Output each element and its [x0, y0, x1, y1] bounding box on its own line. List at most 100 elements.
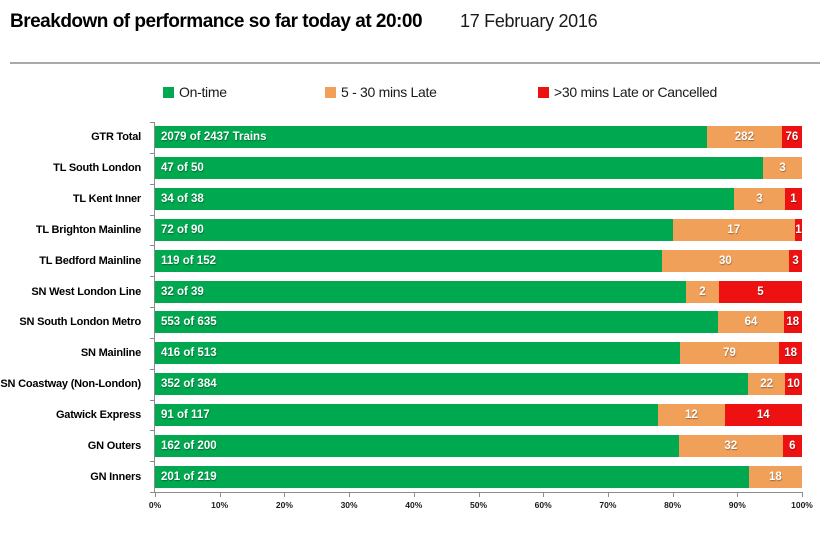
chart-row: TL Bedford Mainline 119 of 152 30 3 — [0, 245, 830, 276]
bar-value-label: 416 of 513 — [161, 347, 217, 360]
category-label: SN West London Line — [31, 285, 141, 298]
bar-segment-late-30-or-cancelled: 1 — [794, 218, 802, 241]
chart-row: SN South London Metro 553 of 635 64 18 — [0, 307, 830, 338]
bar-value-label: 553 of 635 — [161, 316, 217, 329]
x-axis-line — [153, 492, 803, 493]
bar-track: 47 of 50 3 — [155, 157, 802, 180]
bar-value-label: 79 — [723, 347, 736, 360]
bar-value-label: 2 — [699, 285, 706, 298]
bar-segment-on-time: 352 of 384 — [155, 373, 749, 396]
bar-value-label: 119 of 152 — [161, 254, 216, 267]
legend-item-late-30-or-cancelled: >30 mins Late or Cancelled — [538, 84, 717, 100]
bar-segment-on-time: 416 of 513 — [155, 342, 680, 365]
category-label: SN South London Metro — [19, 316, 141, 329]
legend-label: >30 mins Late or Cancelled — [554, 84, 718, 100]
bar-segment-on-time: 162 of 200 — [155, 434, 680, 457]
category-axis-tick — [150, 461, 154, 463]
category-axis-tick — [150, 399, 154, 401]
bar-value-label: 32 — [724, 439, 738, 452]
bar-segment-on-time: 47 of 50 — [155, 157, 764, 180]
bar-track: 34 of 38 3 1 — [155, 188, 802, 211]
category-axis-tick — [150, 337, 154, 339]
bar-value-label: 10 — [787, 378, 800, 391]
legend-label: On-time — [179, 84, 227, 100]
bar-segment-late-5-30: 3 — [733, 188, 785, 211]
x-axis-tick-label: 80% — [664, 500, 682, 510]
legend-item-on-time: On-time — [163, 84, 227, 100]
chart-row: TL South London 47 of 50 3 — [0, 153, 830, 184]
report-date: 17 February 2016 — [460, 11, 598, 31]
bar-track: 201 of 219 18 — [155, 465, 802, 488]
bar-segment-late-30-or-cancelled: 14 — [724, 403, 802, 426]
bar-value-label: 64 — [744, 316, 758, 329]
category-label: TL Brighton Mainline — [35, 223, 141, 236]
category-label: GN Inners — [90, 470, 141, 483]
bar-segment-on-time: 119 of 152 — [155, 249, 662, 272]
bar-segment-late-5-30: 3 — [763, 157, 802, 180]
x-axis-tick — [284, 493, 286, 497]
bar-value-label: 3 — [756, 193, 763, 206]
bar-value-label: 201 of 219 — [161, 470, 217, 483]
x-axis-tick-label: 60% — [534, 500, 552, 510]
bar-segment-on-time: 32 of 39 — [155, 280, 686, 303]
bar-segment-on-time: 72 of 90 — [155, 218, 673, 241]
x-axis-tick — [607, 493, 609, 497]
bar-segment-late-30-or-cancelled: 5 — [719, 280, 802, 303]
x-axis-tick-label: 30% — [340, 500, 358, 510]
bar-value-label: 352 of 384 — [161, 378, 217, 391]
x-axis-tick — [155, 493, 156, 497]
category-axis-tick — [150, 307, 154, 308]
x-axis-tick-label: 20% — [275, 500, 293, 510]
bar-segment-late-5-30: 12 — [658, 403, 725, 426]
x-axis-tick — [478, 493, 480, 497]
bar-segment-late-5-30: 64 — [718, 311, 784, 334]
category-axis-tick — [150, 183, 154, 185]
x-axis-tick-label: 50% — [469, 500, 487, 510]
bar-value-label: 2079 of 2437 Trains — [161, 131, 267, 144]
bar-segment-late-30-or-cancelled: 10 — [785, 373, 802, 396]
bar-segment-on-time: 553 of 635 — [155, 311, 719, 334]
x-axis-tick-label: 10% — [211, 500, 229, 510]
page-header: Breakdown of performance so far today at… — [10, 11, 598, 33]
bar-value-label: 12 — [684, 408, 698, 421]
bar-segment-late-5-30: 282 — [706, 126, 782, 149]
bar-value-label: 1 — [795, 223, 802, 236]
category-axis-tick — [150, 368, 154, 370]
chart-row: SN Coastway (Non-London) 352 of 384 22 10 — [0, 369, 830, 400]
category-axis-tick — [150, 214, 154, 216]
x-axis-tick — [543, 493, 545, 497]
bar-segment-late-5-30: 79 — [679, 342, 780, 365]
header-divider — [10, 62, 820, 64]
bar-value-label: 1 — [790, 193, 797, 206]
bar-value-label: 32 of 39 — [161, 285, 204, 298]
bar-segment-late-5-30: 22 — [748, 373, 786, 396]
bar-segment-on-time: 34 of 38 — [155, 188, 734, 211]
bar-segment-late-30-or-cancelled: 3 — [789, 249, 802, 272]
category-label: TL South London — [53, 162, 141, 175]
legend-swatch-on-time — [163, 86, 174, 98]
bar-track: 119 of 152 30 3 — [155, 249, 802, 272]
x-axis-tick — [672, 493, 674, 497]
category-axis-tick — [150, 122, 154, 123]
bar-segment-on-time: 91 of 117 — [155, 403, 659, 426]
category-label: TL Bedford Mainline — [39, 254, 141, 267]
bar-value-label: 34 of 38 — [161, 193, 204, 206]
bar-value-label: 22 — [760, 378, 773, 391]
bar-track: 352 of 384 22 10 — [155, 373, 802, 396]
bar-segment-late-5-30: 32 — [679, 434, 783, 457]
bar-value-label: 3 — [779, 162, 786, 175]
x-axis-tick-label: 70% — [599, 500, 617, 510]
bar-track: 416 of 513 79 18 — [155, 342, 802, 365]
bar-value-label: 17 — [727, 223, 741, 236]
x-axis-tick — [349, 493, 351, 497]
category-axis-tick — [150, 152, 154, 154]
bar-value-label: 3 — [792, 254, 799, 267]
category-axis-line — [154, 122, 155, 492]
bar-value-label: 6 — [789, 439, 796, 452]
x-axis-tick-label: 0% — [148, 500, 162, 510]
x-axis-tick-label: 100% — [791, 500, 813, 510]
bar-track: 553 of 635 64 18 — [155, 311, 802, 334]
category-label: GTR Total — [91, 131, 141, 144]
bar-value-label: 72 of 90 — [161, 223, 204, 236]
bar-value-label: 5 — [757, 285, 764, 298]
